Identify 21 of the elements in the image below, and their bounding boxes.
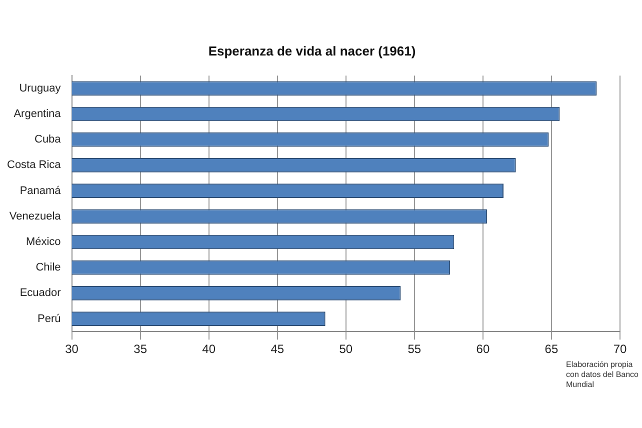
- y-tick-label: Perú: [38, 312, 61, 325]
- x-tick-label: 55: [408, 342, 422, 356]
- y-tick-label: Uruguay: [19, 82, 62, 94]
- text: Elaboración propia con datos del Banco Mundial: [566, 360, 640, 390]
- y-tick-label: Venezuela: [9, 210, 62, 222]
- y-tick-label: Ecuador: [20, 287, 62, 300]
- y-tick-label: Cuba: [34, 134, 62, 146]
- x-tick-label: 45: [270, 342, 284, 356]
- x-tick-label: 70: [613, 342, 627, 356]
- x-tick-label: 40: [202, 342, 216, 356]
- x-tick-label: 60: [476, 342, 490, 356]
- y-tick-label: Panamá: [20, 184, 62, 197]
- y-tick-label: México: [26, 236, 61, 248]
- x-tick-label: 50: [339, 342, 353, 356]
- y-tick-label: Argentina: [14, 108, 62, 120]
- y-tick-label: Costa Rica: [7, 159, 62, 172]
- y-tick-label: Chile: [36, 262, 61, 274]
- x-tick-label: 35: [134, 342, 148, 356]
- x-tick-label: 30: [65, 342, 79, 356]
- x-tick-label: 65: [544, 342, 558, 356]
- chart-title: Esperanza de vida al nacer (1961): [208, 43, 416, 58]
